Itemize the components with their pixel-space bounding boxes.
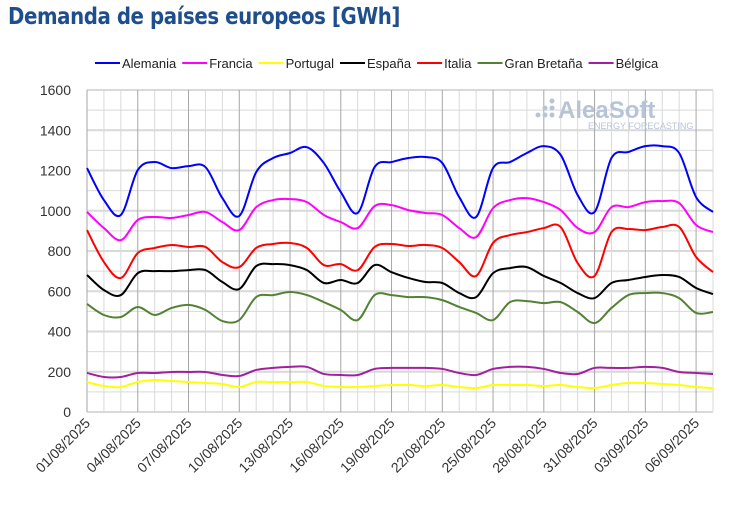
- svg-text:ENERGY FORECASTING: ENERGY FORECASTING: [588, 121, 693, 131]
- legend: Alemania Francia Portugal España Italia Gran …: [95, 56, 659, 71]
- grid: [86, 89, 714, 413]
- y-tick-label: 1000: [40, 203, 71, 219]
- legend-label: Alemania: [122, 56, 177, 71]
- legend-label: España: [367, 56, 412, 71]
- series-line-alemania: [86, 144, 714, 219]
- legend-item: Italia: [417, 56, 472, 71]
- legend-item: Bélgica: [588, 56, 659, 71]
- legend-label: Portugal: [286, 56, 335, 71]
- legend-item: Alemania: [95, 56, 177, 71]
- y-tick-label: 1600: [40, 82, 71, 98]
- series-line-españa: [86, 262, 714, 300]
- y-tick-label: 600: [48, 283, 72, 299]
- y-tick-label: 400: [48, 324, 72, 340]
- legend-label: Italia: [444, 56, 472, 71]
- y-tick-label: 1400: [40, 122, 71, 138]
- legend-item: España: [339, 56, 412, 71]
- series-line-portugal: [86, 378, 714, 390]
- y-axis: 0 200 400 600 800 1000 1200 1400 1600: [40, 82, 71, 420]
- legend-label: Gran Bretaña: [505, 56, 584, 71]
- y-tick-label: 800: [48, 243, 72, 259]
- series-line-francia: [86, 196, 714, 242]
- aleasoft-logo: AleaSoft ENERGY FORECASTING: [535, 97, 693, 131]
- legend-item: Gran Bretaña: [477, 56, 584, 71]
- x-tick-label: 06/09/2025: [641, 415, 702, 476]
- y-tick-label: 1200: [40, 163, 71, 179]
- y-tick-label: 0: [63, 404, 71, 420]
- y-tick-label: 200: [48, 364, 72, 380]
- legend-label: Francia: [209, 56, 253, 71]
- series-lines: [86, 144, 714, 390]
- series-line-bélgica: [86, 365, 714, 379]
- legend-item: Francia: [182, 56, 253, 71]
- svg-text:AleaSoft: AleaSoft: [558, 97, 655, 124]
- legend-label: Bélgica: [616, 56, 659, 71]
- series-line-italia: [86, 223, 714, 280]
- x-axis: 01/08/202504/08/202507/08/202510/08/2025…: [32, 415, 702, 476]
- legend-item: Portugal: [258, 56, 335, 71]
- chart-title: Demanda de países europeos [GWh]: [8, 4, 400, 30]
- series-line-gran-bretaña: [86, 291, 714, 325]
